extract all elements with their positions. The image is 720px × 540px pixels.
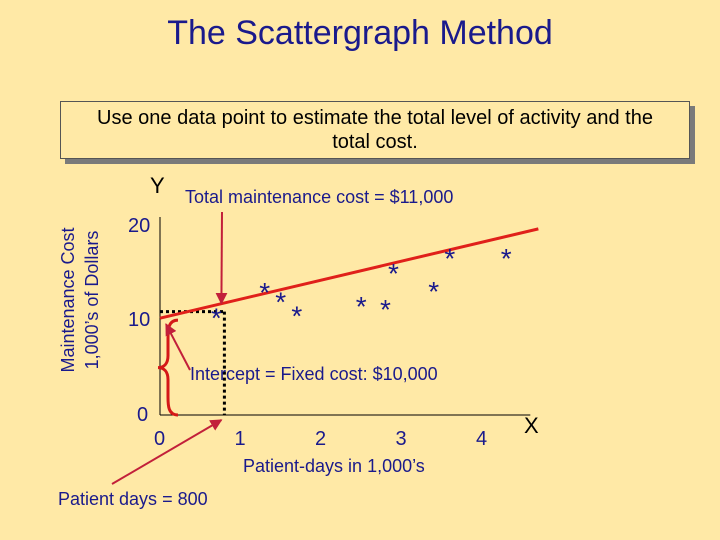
callout-text: Use one data point to estimate the total… [97, 107, 653, 153]
patient-days-annotation: Patient days = 800 [58, 489, 208, 509]
x-axis-title: Patient-days in 1,000’s [243, 456, 425, 476]
callout-box: Use one data point to estimate the total… [60, 101, 690, 159]
x-tick-label: 0 [154, 428, 166, 450]
x-axis-letter: X [524, 413, 539, 438]
data-point: * [428, 276, 439, 307]
intercept-brace [157, 318, 179, 417]
y-tick-label: 20 [128, 215, 151, 237]
data-point: * [388, 258, 399, 289]
slide-title: The Scattergraph Method [167, 14, 553, 52]
y-tick-label: 0 [137, 404, 149, 426]
data-point: * [356, 291, 367, 322]
x-tick-label: 3 [395, 428, 407, 450]
data-point: * [211, 302, 222, 333]
y-tick-label: 10 [128, 309, 151, 331]
data-point: * [259, 277, 270, 308]
intercept-annotation: Intercept = Fixed cost: $10,000 [190, 364, 438, 384]
x-tick-label: 4 [476, 428, 488, 450]
intercept-arrow [165, 323, 191, 371]
data-point: * [291, 300, 302, 331]
data-point: * [380, 294, 391, 325]
data-point: * [275, 286, 286, 317]
x-tick-label: 1 [234, 428, 246, 450]
data-point: * [501, 243, 512, 274]
total-cost-annotation: Total maintenance cost = $11,000 [185, 187, 454, 207]
patient-days-arrow [111, 419, 223, 485]
data-point: * [444, 243, 455, 274]
y-axis-letter: Y [150, 173, 165, 198]
total-cost-arrow [215, 211, 228, 305]
x-tick-label: 2 [315, 428, 327, 450]
